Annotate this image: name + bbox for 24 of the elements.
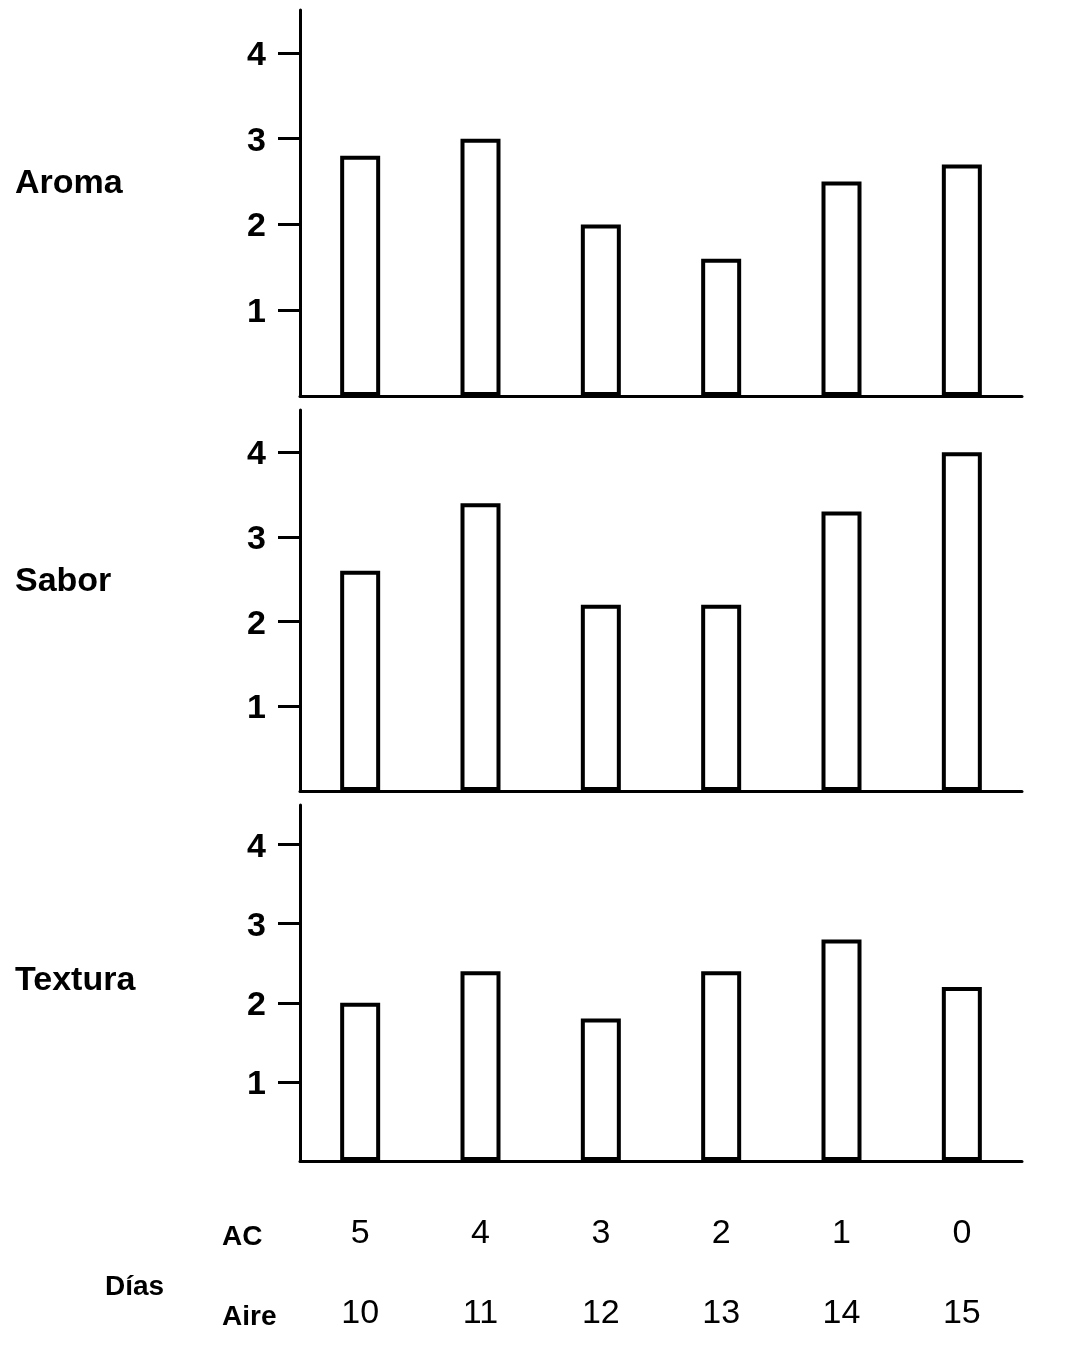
category-label: 2 13	[702, 1212, 741, 1330]
category-label: 3 12	[581, 1212, 620, 1330]
y-tick-label: 1	[247, 291, 266, 330]
text: AC	[222, 1219, 263, 1251]
y-tick-label: 3	[247, 904, 266, 943]
y-axis-title: Textura	[15, 959, 137, 997]
category-label: 4 11	[462, 1212, 499, 1330]
category-label: 1 14	[822, 1212, 861, 1330]
y-tick-label: 1	[247, 1062, 266, 1101]
y-tick-label: 2	[247, 983, 266, 1022]
text: Aire	[222, 1299, 277, 1331]
y-tick-label: 4	[247, 33, 267, 72]
y-tick-label: 3	[247, 119, 266, 158]
y-tick-label: 1	[247, 687, 266, 726]
category-label: 0 15	[942, 1212, 981, 1330]
y-tick-label: 4	[247, 825, 267, 864]
y-tick-label: 2	[247, 602, 266, 641]
y-axis-title: Sabor	[15, 560, 112, 599]
y-tick-label: 3	[247, 518, 266, 556]
y-tick-label: 2	[247, 205, 266, 244]
x-axis-title: Días	[105, 1269, 165, 1301]
category-label: 5 10	[341, 1212, 380, 1330]
y-tick-label: 4	[247, 433, 267, 472]
y-axis-title: Aroma	[15, 162, 124, 201]
